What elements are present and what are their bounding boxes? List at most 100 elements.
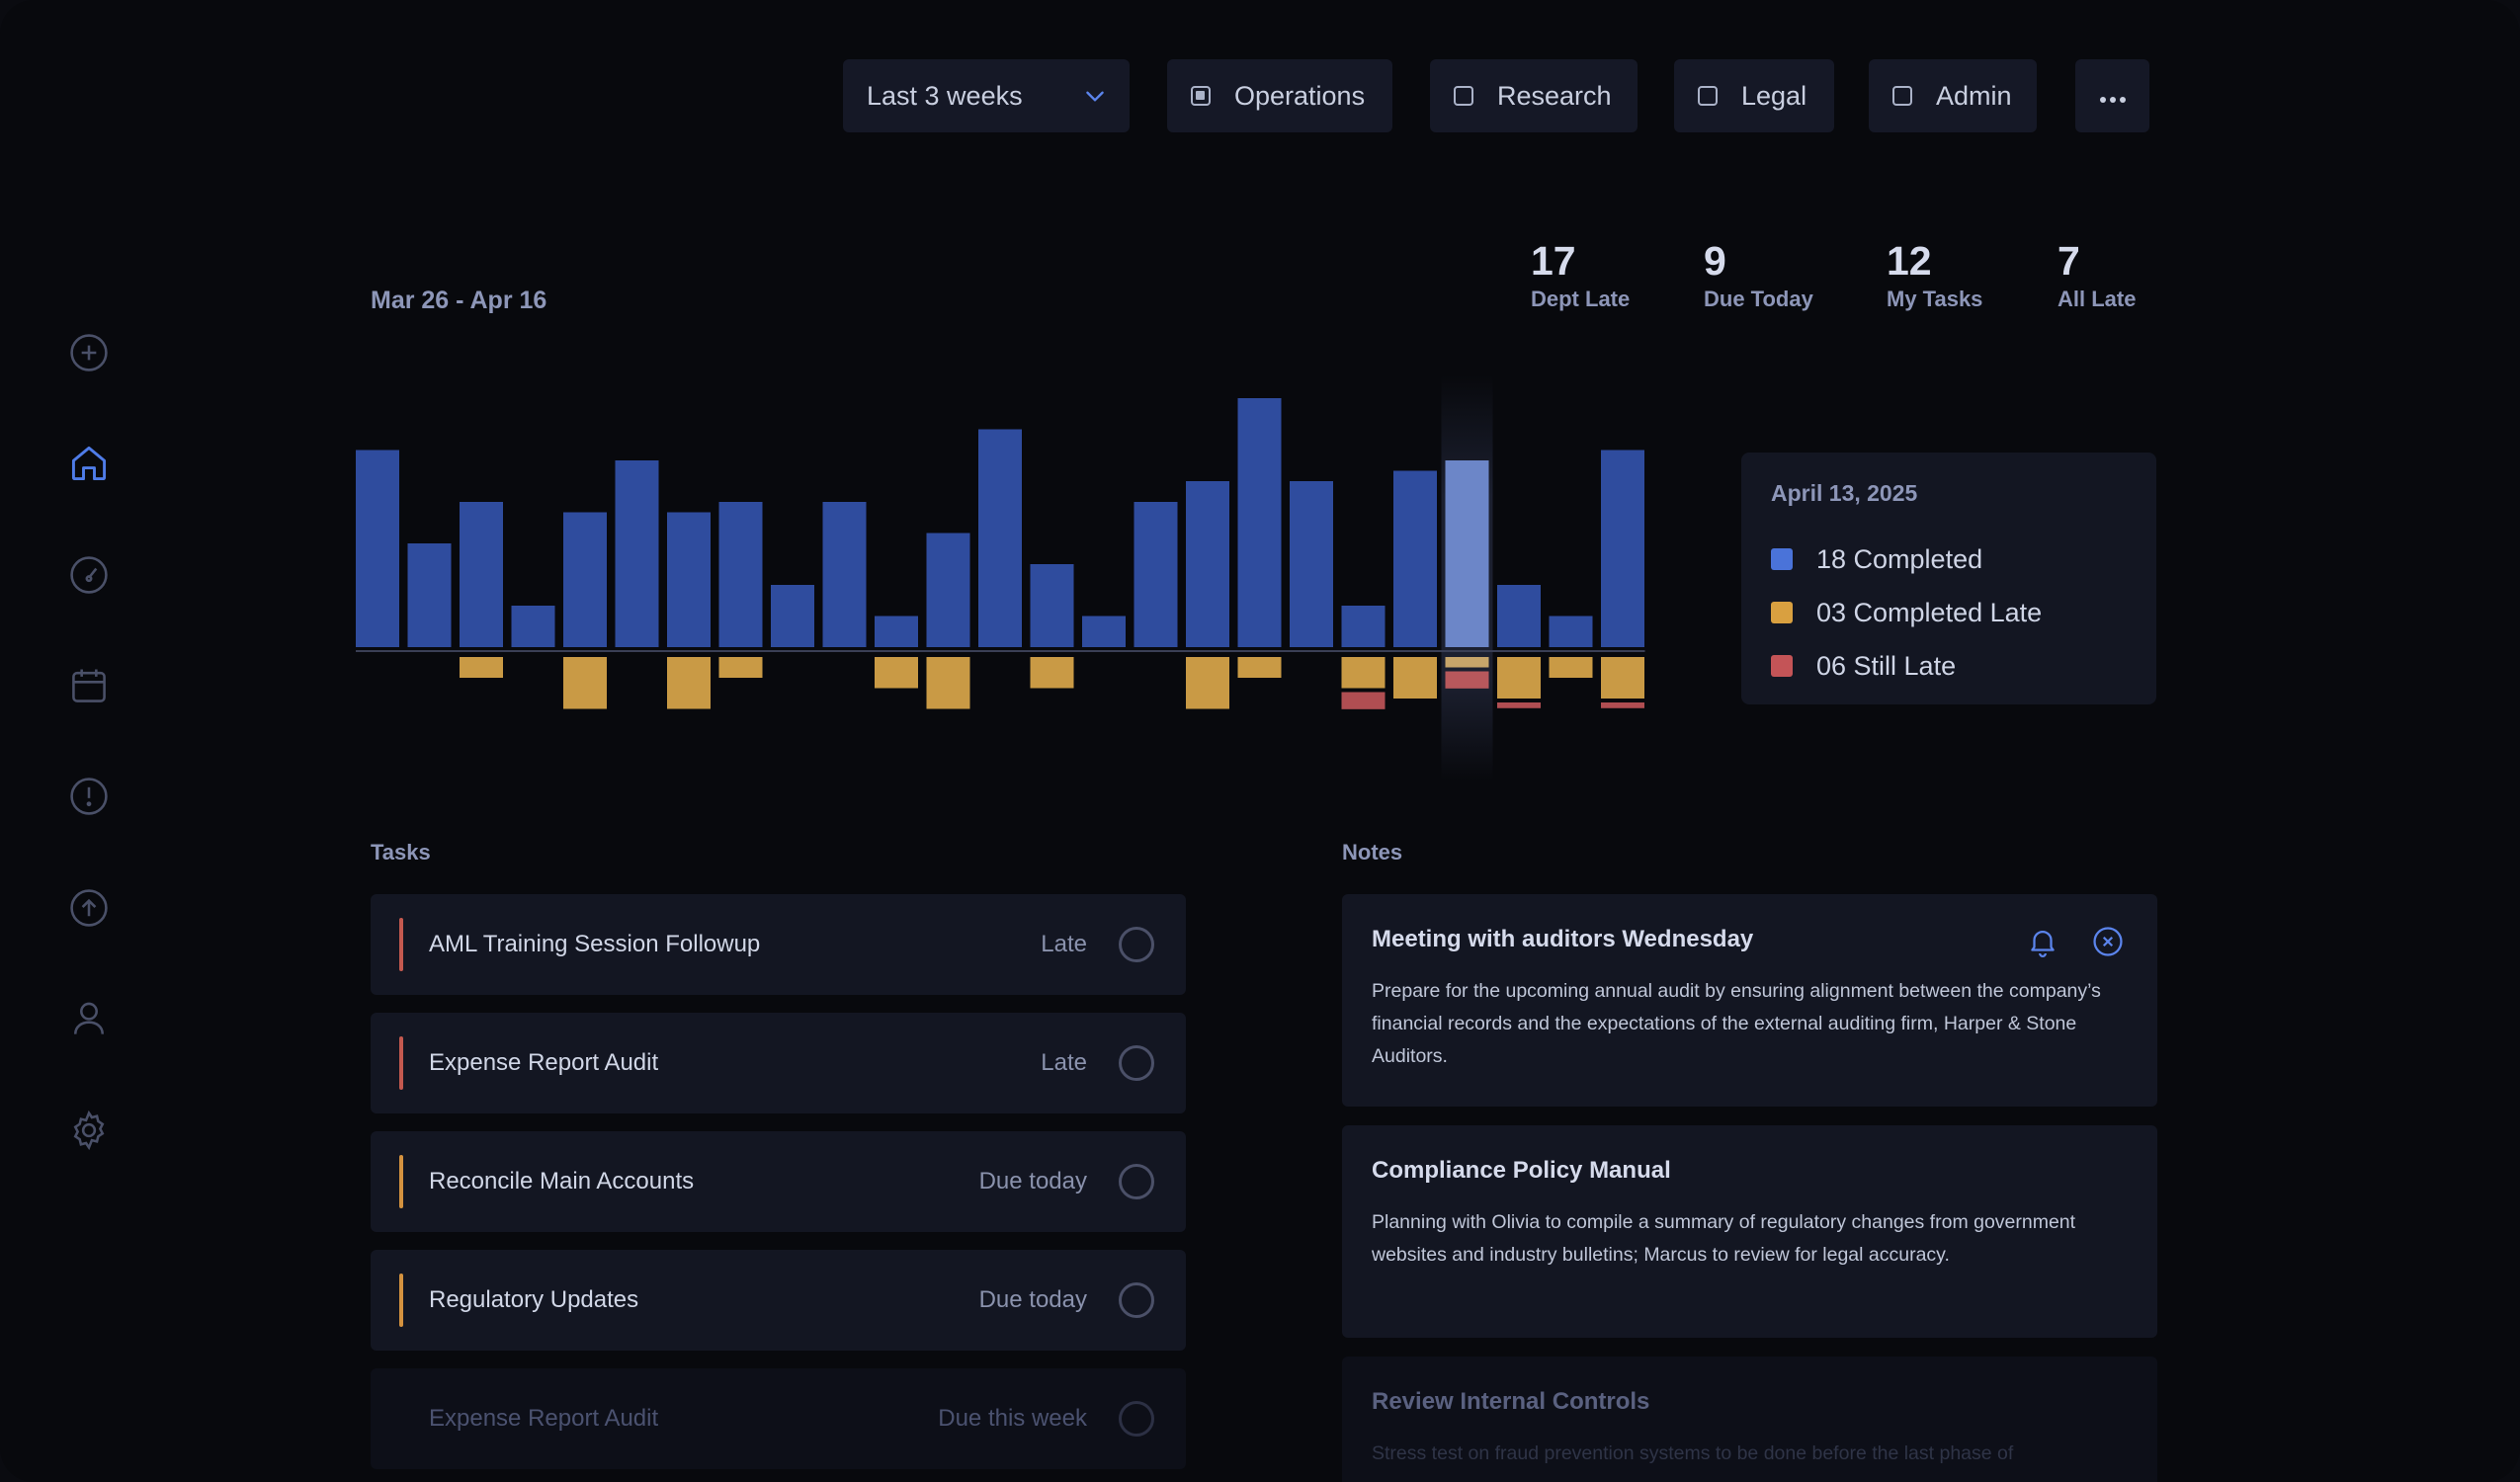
task-status: Late bbox=[1041, 1049, 1087, 1076]
note-card[interactable]: Review Internal Controls Stress test on … bbox=[1342, 1357, 2157, 1482]
period-dropdown[interactable]: Last 3 weeks bbox=[843, 59, 1130, 132]
legend-swatch bbox=[1771, 655, 1793, 677]
note-body: Stress test on fraud prevention systems … bbox=[1372, 1442, 2014, 1464]
task-accent bbox=[399, 1036, 403, 1090]
stat-dept-late: 17 Dept Late bbox=[1531, 237, 1630, 312]
filter-research[interactable]: Research bbox=[1430, 59, 1638, 132]
chevron-down-icon bbox=[1082, 83, 1108, 116]
note-card[interactable]: Compliance Policy Manual Planning with O… bbox=[1342, 1125, 2157, 1338]
filter-operations[interactable]: Operations bbox=[1167, 59, 1392, 132]
stat-value: 17 bbox=[1531, 238, 1576, 284]
stat-value: 12 bbox=[1887, 238, 1932, 284]
bar-completed-late bbox=[1030, 657, 1074, 689]
stat-label: Due Today bbox=[1704, 287, 1813, 311]
checkbox-research[interactable] bbox=[1454, 86, 1473, 106]
filter-legal-label: Legal bbox=[1741, 80, 1807, 111]
task-accent bbox=[399, 1274, 403, 1327]
bar-completed bbox=[1445, 460, 1489, 647]
more-horizontal-icon bbox=[2098, 81, 2128, 112]
plus-circle-icon[interactable] bbox=[65, 329, 113, 376]
settings-icon[interactable] bbox=[65, 1107, 113, 1154]
bar-completed-late bbox=[1601, 657, 1644, 699]
bar-completed bbox=[822, 502, 867, 647]
bar-completed-late bbox=[460, 657, 503, 678]
task-bar-chart[interactable] bbox=[356, 366, 1680, 790]
task-item[interactable]: Reconcile Main Accounts Due today bbox=[371, 1131, 1186, 1232]
note-title: Review Internal Controls bbox=[1372, 1388, 1650, 1415]
tooltip-date: April 13, 2025 bbox=[1771, 480, 1918, 506]
calendar-icon[interactable] bbox=[65, 662, 113, 709]
task-status: Due today bbox=[978, 1286, 1087, 1313]
stat-all-late: 7 All Late bbox=[2058, 237, 2136, 312]
bar-completed bbox=[1237, 398, 1282, 647]
note-title: Meeting with auditors Wednesday bbox=[1372, 926, 1754, 952]
close-circle-icon[interactable] bbox=[2090, 924, 2126, 959]
bar-completed-late bbox=[1445, 657, 1489, 668]
task-accent bbox=[399, 1155, 403, 1208]
bar-completed bbox=[460, 502, 503, 647]
task-complete-toggle[interactable] bbox=[1119, 1282, 1154, 1318]
bar-completed bbox=[1290, 481, 1333, 647]
legend-label: 06 Still Late bbox=[1816, 650, 1957, 681]
bar-completed-late bbox=[667, 657, 711, 709]
legend-completed-late: 03 Completed Late bbox=[1771, 586, 2127, 639]
task-name: AML Training Session Followup bbox=[429, 931, 761, 957]
task-accent bbox=[399, 1392, 403, 1445]
task-status: Late bbox=[1041, 931, 1087, 957]
stat-value: 9 bbox=[1704, 238, 1726, 284]
date-range: Mar 26 - Apr 16 bbox=[371, 287, 547, 314]
task-item[interactable]: Expense Report Audit Late bbox=[371, 1013, 1186, 1113]
bar-completed bbox=[1341, 606, 1386, 647]
checkbox-admin[interactable] bbox=[1892, 86, 1912, 106]
filter-legal[interactable]: Legal bbox=[1674, 59, 1834, 132]
note-card[interactable]: Meeting with auditors Wednesday Prepare … bbox=[1342, 894, 2157, 1107]
task-item[interactable]: AML Training Session Followup Late bbox=[371, 894, 1186, 995]
bar-still-late bbox=[1445, 671, 1489, 689]
note-actions bbox=[2025, 924, 2126, 959]
task-status: Due today bbox=[978, 1168, 1087, 1194]
stat-label: My Tasks bbox=[1887, 287, 1983, 311]
bar-still-late bbox=[1601, 702, 1644, 708]
bar-completed bbox=[1030, 564, 1074, 647]
bar-completed bbox=[356, 450, 399, 647]
stat-label: All Late bbox=[2058, 287, 2137, 311]
task-complete-toggle[interactable] bbox=[1119, 1401, 1154, 1437]
bar-completed bbox=[615, 460, 659, 647]
stat-value: 7 bbox=[2058, 238, 2080, 284]
user-icon[interactable] bbox=[65, 995, 113, 1042]
bar-completed-late bbox=[718, 657, 763, 678]
task-accent bbox=[399, 918, 403, 971]
sidebar bbox=[0, 0, 178, 1482]
task-complete-toggle[interactable] bbox=[1119, 1164, 1154, 1199]
legend-swatch bbox=[1771, 548, 1793, 570]
checkbox-operations[interactable] bbox=[1191, 86, 1211, 106]
bar-completed bbox=[1549, 616, 1593, 647]
bar-completed bbox=[563, 512, 607, 647]
legend-label: 18 Completed bbox=[1816, 543, 1983, 574]
alert-icon[interactable] bbox=[65, 773, 113, 820]
tasks-heading: Tasks bbox=[371, 840, 431, 864]
task-complete-toggle[interactable] bbox=[1119, 927, 1154, 962]
task-complete-toggle[interactable] bbox=[1119, 1045, 1154, 1081]
checkbox-legal[interactable] bbox=[1698, 86, 1718, 106]
bar-completed-late bbox=[1186, 657, 1229, 709]
bar-completed-late bbox=[563, 657, 607, 709]
task-status: Due this week bbox=[938, 1405, 1087, 1432]
gauge-icon[interactable] bbox=[65, 551, 113, 599]
home-icon[interactable] bbox=[65, 440, 113, 487]
bar-completed-late bbox=[1237, 657, 1282, 678]
chart-tooltip: April 13, 2025 18 Completed 03 Completed… bbox=[1741, 453, 2156, 704]
task-item[interactable]: Regulatory Updates Due today bbox=[371, 1250, 1186, 1351]
task-item[interactable]: Expense Report Audit Due this week bbox=[371, 1368, 1186, 1469]
bell-icon[interactable] bbox=[2025, 924, 2060, 959]
legend-still-late: 06 Still Late bbox=[1771, 639, 2127, 693]
more-button[interactable] bbox=[2075, 59, 2149, 132]
filter-research-label: Research bbox=[1497, 80, 1612, 111]
bar-completed-late bbox=[926, 657, 970, 709]
bar-completed bbox=[407, 543, 452, 647]
upload-icon[interactable] bbox=[65, 884, 113, 932]
bar-completed bbox=[1497, 585, 1541, 647]
note-title: Compliance Policy Manual bbox=[1372, 1157, 1671, 1184]
bar-completed-late bbox=[1549, 657, 1593, 678]
filter-admin[interactable]: Admin bbox=[1869, 59, 2037, 132]
